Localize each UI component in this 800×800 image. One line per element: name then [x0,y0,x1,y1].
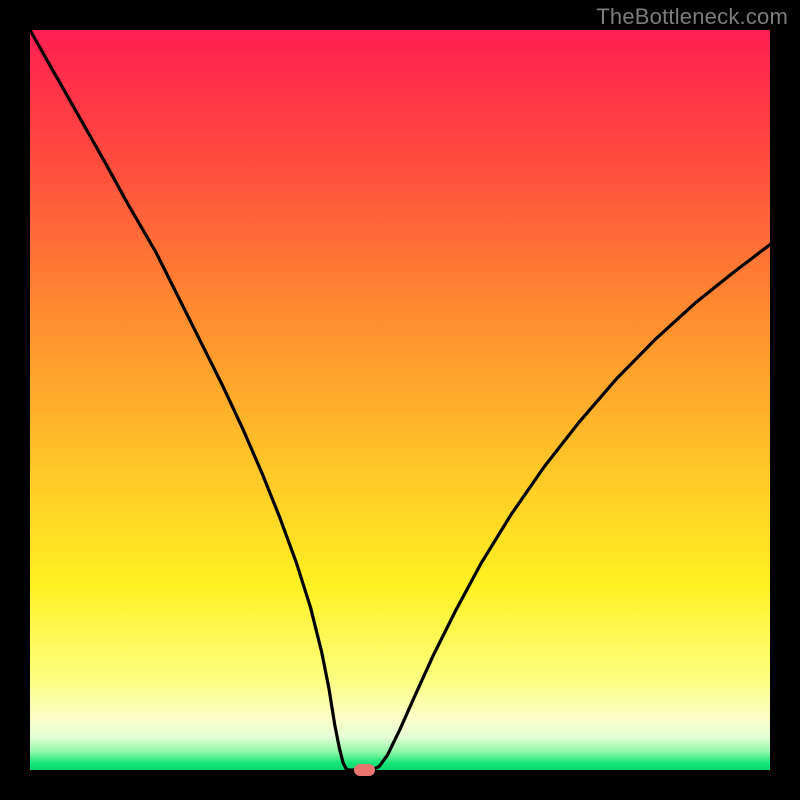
gradient-background [30,30,770,770]
plot-svg [30,30,770,770]
watermark-text: TheBottleneck.com [596,4,788,30]
chart-frame: TheBottleneck.com [0,0,800,800]
plot-area [30,30,770,770]
optimal-marker [354,764,375,776]
